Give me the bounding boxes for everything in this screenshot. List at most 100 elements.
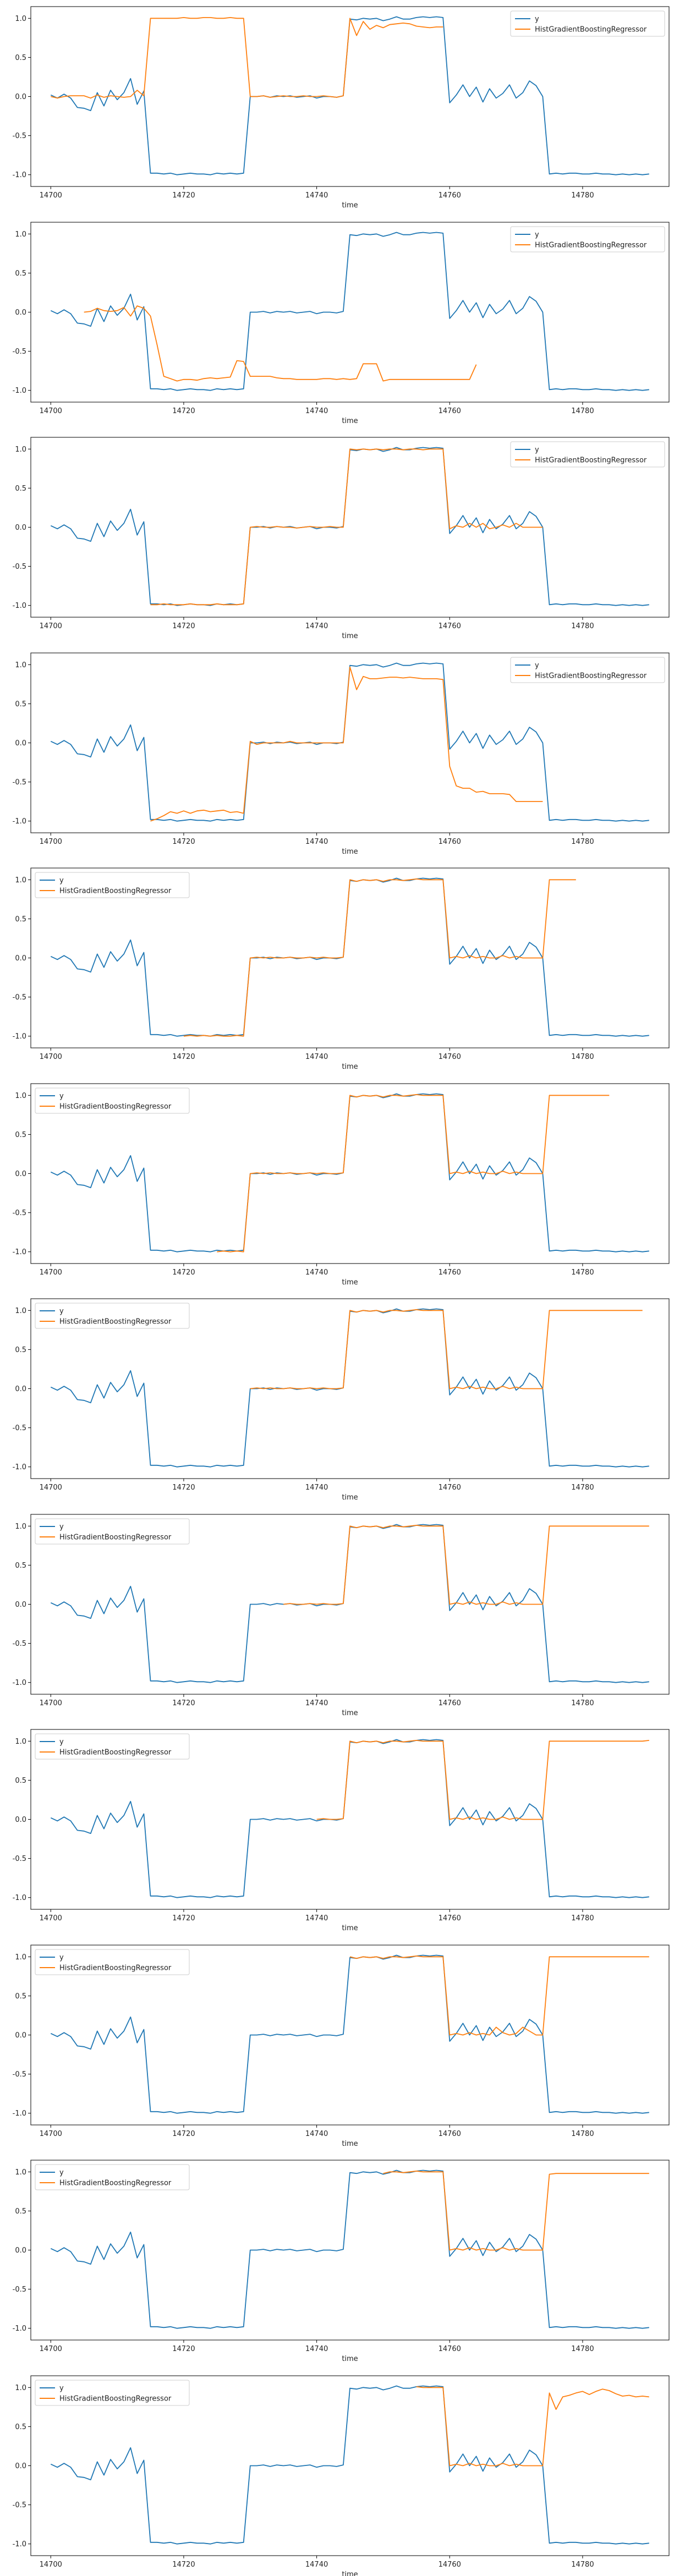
y-tick-label: 1.0	[15, 1738, 26, 1746]
legend-label: y	[535, 231, 539, 239]
x-tick-label: 14740	[305, 2130, 328, 2138]
chart-panel-6: 14700 14720 14740 14760 14780 1.0 0.5 0.0 -0.5 -1…	[13, 1083, 670, 1287]
series-line-prediction	[316, 1739, 649, 1820]
series-line-y	[50, 1308, 649, 1468]
x-axis-label: time	[342, 201, 358, 210]
x-tick-label: 14740	[305, 1268, 328, 1277]
chart-panel-5: 14700 14720 14740 14760 14780 1.0 0.5 0.0 -0.5 -1…	[13, 867, 670, 1071]
legend-box	[510, 10, 665, 37]
x-tick-label: 14740	[305, 191, 328, 200]
x-tick-label: 14780	[571, 407, 594, 415]
x-axis-label: time	[342, 1709, 358, 1717]
x-tick-label: 14760	[439, 2130, 461, 2138]
y-tick-label: 0.0	[15, 954, 26, 963]
y-tick-label: 1.0	[15, 1092, 26, 1100]
x-tick-label: 14740	[305, 838, 328, 846]
x-tick-label: 14760	[439, 1053, 461, 1061]
x-tick-label: 14760	[439, 1914, 461, 1923]
legend-label: y	[59, 1523, 64, 1531]
x-axis-label: time	[342, 848, 358, 856]
x-tick-label: 14740	[305, 1914, 328, 1923]
legend: y HistGradientBoostingRegressor	[35, 1303, 190, 1329]
legend-label: HistGradientBoostingRegressor	[59, 2179, 172, 2188]
x-axis-label: time	[342, 2570, 358, 2576]
y-tick-label: -1.0	[13, 1679, 26, 1687]
legend-box	[510, 441, 665, 468]
legend-box	[510, 657, 665, 683]
legend-label: HistGradientBoostingRegressor	[59, 1749, 172, 1757]
y-tick-label: -0.5	[13, 2070, 26, 2079]
y-tick-label: -1.0	[13, 1894, 26, 1902]
y-tick-label: -1.0	[13, 1248, 26, 1256]
legend-box	[35, 2380, 190, 2406]
series-line-y	[50, 1093, 649, 1253]
y-tick-label: -1.0	[13, 2325, 26, 2333]
legend-label: HistGradientBoostingRegressor	[535, 457, 647, 465]
series-line-y	[50, 16, 649, 175]
legend: y HistGradientBoostingRegressor	[35, 2380, 190, 2406]
y-tick-label: 0.0	[15, 524, 26, 532]
y-tick-label: 1.0	[15, 230, 26, 239]
y-tick-label: 0.0	[15, 739, 26, 748]
x-axis-label: time	[342, 2140, 358, 2148]
legend: y HistGradientBoostingRegressor	[510, 10, 665, 37]
legend-box	[35, 1087, 190, 1114]
x-tick-label: 14720	[172, 1053, 195, 1061]
x-tick-label: 14700	[40, 1268, 62, 1277]
x-tick-label: 14780	[571, 838, 594, 846]
legend-box	[35, 2164, 190, 2190]
chart-panel-8: 14700 14720 14740 14760 14780 1.0 0.5 0.0 -0.5 -1…	[13, 1514, 670, 1717]
x-tick-label: 14720	[172, 191, 195, 200]
x-tick-label: 14760	[439, 622, 461, 630]
series-line-y	[50, 232, 649, 391]
y-tick-label: -1.0	[13, 171, 26, 179]
legend-label: y	[59, 1954, 64, 1962]
x-tick-label: 14720	[172, 838, 195, 846]
x-tick-label: 14740	[305, 1484, 328, 1492]
y-tick-label: 1.0	[15, 1523, 26, 1531]
y-tick-label: -1.0	[13, 2110, 26, 2118]
legend-box	[35, 1518, 190, 1545]
x-tick-label: 14720	[172, 1914, 195, 1923]
legend-box	[35, 1303, 190, 1329]
x-tick-label: 14780	[571, 1914, 594, 1923]
chart-panel-3: 14700 14720 14740 14760 14780 1.0 0.5 0.0 -0.5 -1…	[13, 437, 670, 640]
x-tick-label: 14700	[40, 191, 62, 200]
y-tick-label: 0.0	[15, 1170, 26, 1178]
legend: y HistGradientBoostingRegressor	[35, 1949, 190, 1975]
y-tick-label: 0.0	[15, 2031, 26, 2040]
y-tick-label: 1.0	[15, 661, 26, 669]
legend-label: HistGradientBoostingRegressor	[535, 26, 647, 34]
y-tick-label: 1.0	[15, 446, 26, 454]
series-line-prediction	[84, 305, 477, 382]
x-axis-label: time	[342, 1924, 358, 1932]
x-tick-label: 14780	[571, 1268, 594, 1277]
x-tick-label: 14700	[40, 622, 62, 630]
y-tick-label: -0.5	[13, 2501, 26, 2509]
y-tick-label: -1.0	[13, 2540, 26, 2548]
legend: y HistGradientBoostingRegressor	[510, 657, 665, 683]
x-tick-label: 14700	[40, 1053, 62, 1061]
y-tick-label: -0.5	[13, 348, 26, 356]
legend-label: y	[59, 1738, 64, 1746]
chart-panel-9: 14700 14720 14740 14760 14780 1.0 0.5 0.0 -0.5 -1…	[13, 1729, 670, 1932]
series-line-prediction	[416, 2386, 649, 2467]
y-tick-label: 0.0	[15, 93, 26, 101]
chart-panel-2: 14700 14720 14740 14760 14780 1.0 0.5 0.0 -0.5 -1…	[13, 222, 670, 425]
series-line-y	[50, 1524, 649, 1683]
x-tick-label: 14760	[439, 407, 461, 415]
series-line-prediction	[51, 17, 443, 99]
series-line-y	[50, 2169, 649, 2329]
x-tick-label: 14760	[439, 191, 461, 200]
x-tick-label: 14760	[439, 1699, 461, 1707]
legend-box	[510, 226, 665, 252]
y-tick-label: 0.5	[15, 1346, 26, 1354]
legend-label: y	[59, 2169, 64, 2177]
x-tick-label: 14700	[40, 2561, 62, 2569]
y-tick-label: 0.5	[15, 270, 26, 278]
legend-label: HistGradientBoostingRegressor	[59, 1534, 172, 1542]
y-tick-label: 0.5	[15, 1131, 26, 1139]
series-line-prediction	[217, 1094, 610, 1253]
x-tick-label: 14720	[172, 1699, 195, 1707]
y-tick-label: 1.0	[15, 1307, 26, 1315]
